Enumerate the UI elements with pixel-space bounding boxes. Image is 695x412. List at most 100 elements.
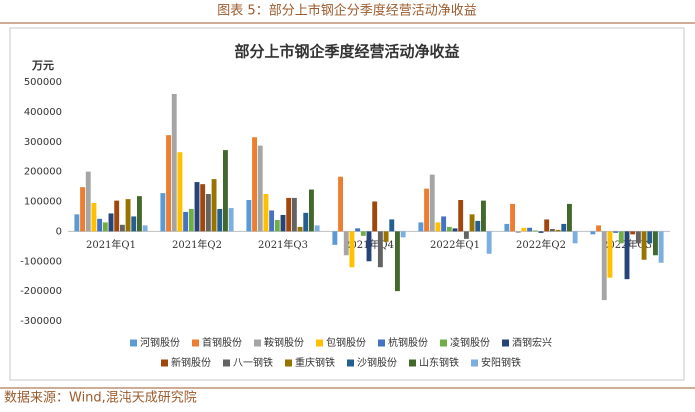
bar xyxy=(429,174,435,232)
bar xyxy=(171,93,177,232)
bar xyxy=(263,194,269,232)
legend-label: 新钢股份 xyxy=(171,356,211,369)
bar xyxy=(252,137,257,232)
bar xyxy=(469,214,475,232)
bar xyxy=(555,229,561,232)
bar xyxy=(131,216,137,232)
bar xyxy=(458,200,464,232)
bar xyxy=(463,231,469,239)
legend-label: 首钢股份 xyxy=(202,336,242,349)
bar xyxy=(246,200,252,232)
legend-swatch xyxy=(130,339,137,347)
bar xyxy=(395,231,400,292)
bar xyxy=(366,231,372,262)
bar xyxy=(549,228,555,232)
y-tick-label: 400000 xyxy=(24,107,62,118)
bar xyxy=(653,231,658,256)
header: 图表 5：部分上市钢企分季度经营活动净收益 xyxy=(217,3,476,19)
bar xyxy=(515,231,521,233)
bar xyxy=(119,224,125,232)
y-tick-label: -200000 xyxy=(20,286,62,297)
bar xyxy=(74,214,80,232)
legend-swatch xyxy=(502,339,509,347)
legend-swatch xyxy=(347,359,354,367)
bar xyxy=(228,208,234,232)
bar xyxy=(137,196,142,232)
bar xyxy=(309,189,314,232)
source: 数据来源：Wind,混沌天成研究院 xyxy=(4,391,197,406)
bar xyxy=(177,152,183,232)
bar xyxy=(567,203,572,232)
bar xyxy=(80,187,85,232)
legend-label: 沙钢股份 xyxy=(357,356,397,369)
x-tick-label: 2021年Q2 xyxy=(172,238,222,251)
legend-label: 山东钢铁 xyxy=(419,356,459,369)
bar xyxy=(613,231,619,233)
bar xyxy=(624,231,630,280)
bar xyxy=(125,199,131,232)
legend-swatch xyxy=(409,359,416,367)
chart-frame xyxy=(9,27,685,381)
legend-swatch xyxy=(161,359,168,367)
bar xyxy=(400,231,406,238)
bar xyxy=(418,222,424,232)
x-tick-label: 2021年Q1 xyxy=(86,238,136,251)
bar xyxy=(641,231,647,260)
y-tick-label: 500000 xyxy=(24,77,62,88)
legend-label: 酒钢宏兴 xyxy=(512,336,552,349)
bar xyxy=(452,228,458,232)
bar xyxy=(486,231,492,254)
bar xyxy=(658,231,664,263)
bar xyxy=(291,197,297,232)
bar xyxy=(527,227,533,232)
bar xyxy=(355,228,361,232)
legend-label: 包钢股份 xyxy=(326,336,366,349)
y-tick-label: 300000 xyxy=(24,137,62,148)
legend-label: 重庆钢铁 xyxy=(295,356,335,369)
bar xyxy=(194,182,200,232)
legend-label: 八一钢铁 xyxy=(233,356,273,369)
legend-swatch xyxy=(471,359,478,367)
bar xyxy=(91,202,97,232)
bar xyxy=(521,227,527,232)
bar xyxy=(343,231,349,256)
legend-label: 杭钢股份 xyxy=(388,336,428,349)
bar xyxy=(269,210,275,232)
bar xyxy=(377,231,383,268)
bar xyxy=(590,231,596,235)
bar xyxy=(108,213,114,232)
bar xyxy=(280,214,286,232)
bar xyxy=(647,231,653,244)
legend-label: 凌钢股份 xyxy=(450,336,490,349)
bar xyxy=(510,203,515,232)
bar xyxy=(435,222,441,232)
bar xyxy=(257,145,263,232)
legend-swatch xyxy=(285,359,292,367)
bar xyxy=(286,197,292,232)
bar xyxy=(481,200,486,232)
legend-swatch xyxy=(192,339,199,347)
bar xyxy=(635,231,641,244)
legend-swatch xyxy=(378,339,385,347)
bar xyxy=(200,184,206,232)
bar xyxy=(630,231,636,235)
x-tick-label: 2021年Q3 xyxy=(258,238,308,251)
bar xyxy=(618,231,624,244)
bar xyxy=(114,200,120,232)
bar xyxy=(532,230,538,232)
y-tick-label: 100000 xyxy=(24,197,62,208)
bar xyxy=(572,231,578,244)
legend-label: 安阳钢铁 xyxy=(481,356,521,369)
bar xyxy=(372,201,378,232)
bar xyxy=(303,212,309,232)
legend-swatch xyxy=(316,339,323,347)
bar xyxy=(297,226,303,232)
legend-label: 河钢股份 xyxy=(140,336,180,349)
bar xyxy=(383,231,389,242)
bar xyxy=(389,219,395,232)
bar xyxy=(205,194,211,232)
legend-swatch xyxy=(223,359,230,367)
bar xyxy=(538,231,544,233)
bar xyxy=(607,231,613,278)
